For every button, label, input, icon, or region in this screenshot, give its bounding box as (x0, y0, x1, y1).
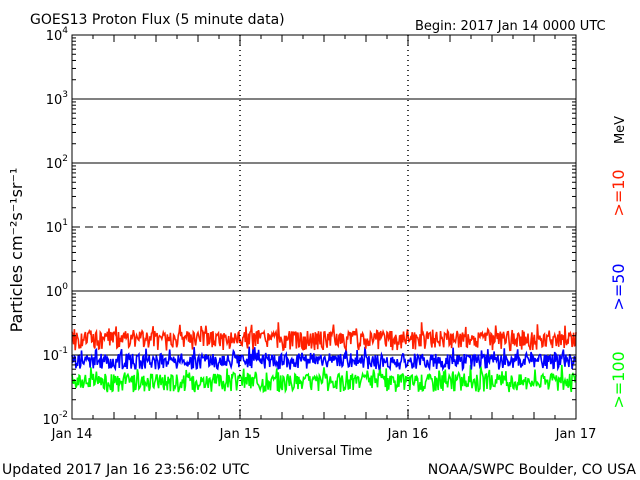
x-tick-label: Jan 16 (387, 427, 429, 442)
series-line (71, 364, 577, 394)
legend: MeV >=10 >=50 >=100 (609, 116, 628, 409)
x-tick-label: Jan 14 (51, 427, 93, 442)
y-tick-label: 104 (46, 26, 69, 44)
begin-label: Begin: 2017 Jan 14 0000 UTC (415, 19, 606, 34)
y-tick-label: 100 (46, 282, 69, 300)
y-tick-label: 101 (46, 218, 68, 236)
y-axis-ticks: 10-2 10-1 100 101 102 103 104 (42, 26, 576, 428)
series-layer (71, 322, 577, 394)
y-axis-label: Particles cm⁻²s⁻¹sr⁻¹ (7, 168, 26, 333)
chart-title: GOES13 Proton Flux (5 minute data) (30, 12, 285, 28)
legend-entry: >=100 (609, 351, 628, 408)
y-tick-label: 103 (46, 90, 68, 108)
y-tick-label: 10-1 (42, 346, 68, 364)
x-axis-ticks: Jan 14 Jan 15 Jan 16 Jan 17 (51, 35, 597, 442)
legend-unit: MeV (613, 116, 628, 144)
legend-entry: >=50 (609, 263, 628, 310)
footer-updated: Updated 2017 Jan 16 23:56:02 UTC (2, 462, 250, 478)
legend-entry: >=10 (609, 169, 628, 216)
series-line (71, 322, 577, 352)
footer-credit: NOAA/SWPC Boulder, CO USA (428, 462, 637, 478)
x-tick-label: Jan 15 (219, 427, 261, 442)
x-axis-label: Universal Time (276, 444, 373, 459)
series-line (71, 346, 577, 372)
x-tick-label: Jan 17 (555, 427, 597, 442)
y-tick-label: 10-2 (42, 410, 68, 428)
plot-grid (72, 98, 576, 356)
y-tick-label: 102 (46, 154, 68, 172)
